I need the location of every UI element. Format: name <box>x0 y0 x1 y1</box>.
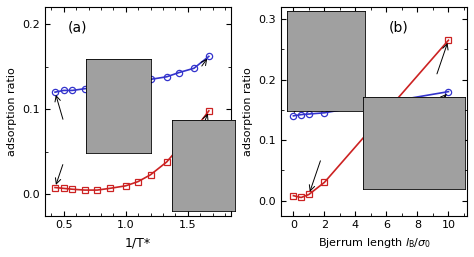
Y-axis label: adsorption ratio: adsorption ratio <box>243 67 253 156</box>
Text: (a): (a) <box>67 21 87 35</box>
Text: (b): (b) <box>389 21 409 35</box>
X-axis label: 1/T*: 1/T* <box>125 236 151 249</box>
Y-axis label: adsorption ratio: adsorption ratio <box>7 67 17 156</box>
X-axis label: Bjerrum length $l_{\mathrm{B}}/\sigma_0$: Bjerrum length $l_{\mathrm{B}}/\sigma_0$ <box>318 236 430 250</box>
